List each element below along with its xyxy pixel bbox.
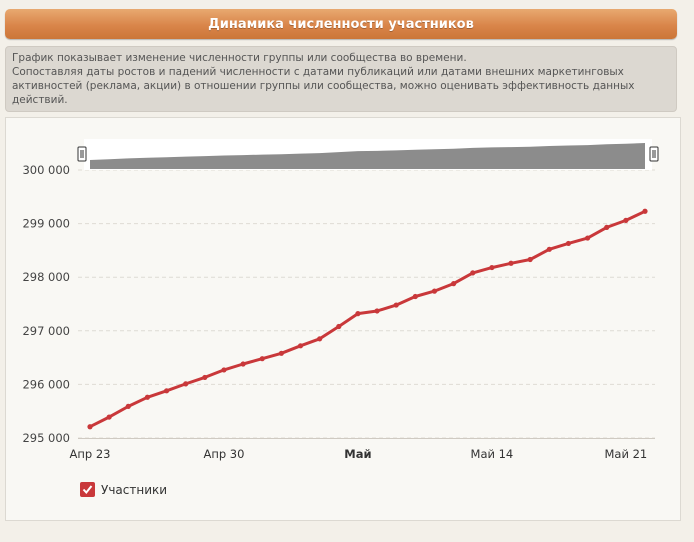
data-point[interactable] [508,260,514,266]
checkbox-icon[interactable] [80,482,95,497]
data-point[interactable] [623,217,629,223]
data-point[interactable] [470,270,476,276]
data-point[interactable] [163,388,170,394]
x-tick-label: Май 14 [471,447,514,461]
data-point[interactable] [125,403,131,409]
data-point[interactable] [240,361,246,367]
data-point[interactable] [106,414,112,420]
x-tick-label: Апр 23 [70,447,111,461]
legend-label: Участники [101,482,168,497]
y-tick-label: 297 000 [22,324,70,338]
navigator-handle-left[interactable] [77,146,87,162]
data-point[interactable] [412,293,418,300]
data-point[interactable] [546,246,552,252]
data-point[interactable] [584,235,591,241]
data-point[interactable] [565,240,572,247]
data-point[interactable] [221,367,227,373]
y-tick-label: 295 000 [22,431,70,445]
data-point[interactable] [183,381,189,387]
data-point[interactable] [604,224,610,230]
navigator-handle-right[interactable] [649,146,659,162]
navigator-area [90,143,645,169]
data-point[interactable] [202,374,208,381]
data-point[interactable] [317,336,323,342]
description-line-1: График показывает изменение численности … [12,52,467,64]
chart-header: Динамика численности участников [5,9,677,39]
legend-item-participants[interactable]: Участники [80,482,167,497]
data-point[interactable] [278,350,284,356]
data-point[interactable] [393,302,399,308]
data-point[interactable] [297,343,304,349]
data-point[interactable] [431,288,438,294]
description-box: График показывает изменение численности … [5,46,677,112]
data-point[interactable] [374,308,380,314]
data-point[interactable] [489,264,495,271]
data-point[interactable] [355,311,361,317]
data-point[interactable] [451,281,457,287]
x-tick-label: Май 21 [604,447,647,461]
data-point[interactable] [259,356,265,362]
y-tick-label: 296 000 [22,377,70,391]
x-tick-label: Май [344,447,371,461]
y-tick-label: 298 000 [22,270,70,284]
description-line-2: Сопоставляя даты ростов и падений числен… [12,66,635,106]
series-line-participants [89,209,646,429]
y-tick-label: 300 000 [22,163,70,177]
data-point[interactable] [336,323,342,330]
data-point[interactable] [144,394,151,400]
data-point[interactable] [527,256,533,263]
y-tick-label: 299 000 [22,217,70,231]
data-point[interactable] [642,208,648,214]
chart-panel [5,117,681,521]
data-point[interactable] [87,424,93,430]
x-tick-label: Апр 30 [203,447,244,461]
page-title: Динамика численности участников [208,16,474,32]
